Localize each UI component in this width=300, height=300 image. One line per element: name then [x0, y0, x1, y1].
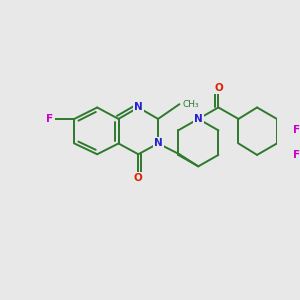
Text: F: F	[293, 125, 300, 135]
Text: F: F	[46, 114, 53, 124]
Text: N: N	[134, 103, 143, 112]
Text: N: N	[194, 114, 203, 124]
Text: F: F	[293, 150, 300, 160]
Text: CH₃: CH₃	[182, 100, 199, 109]
Text: N: N	[154, 139, 163, 148]
Text: O: O	[134, 173, 143, 183]
Text: O: O	[214, 83, 223, 93]
